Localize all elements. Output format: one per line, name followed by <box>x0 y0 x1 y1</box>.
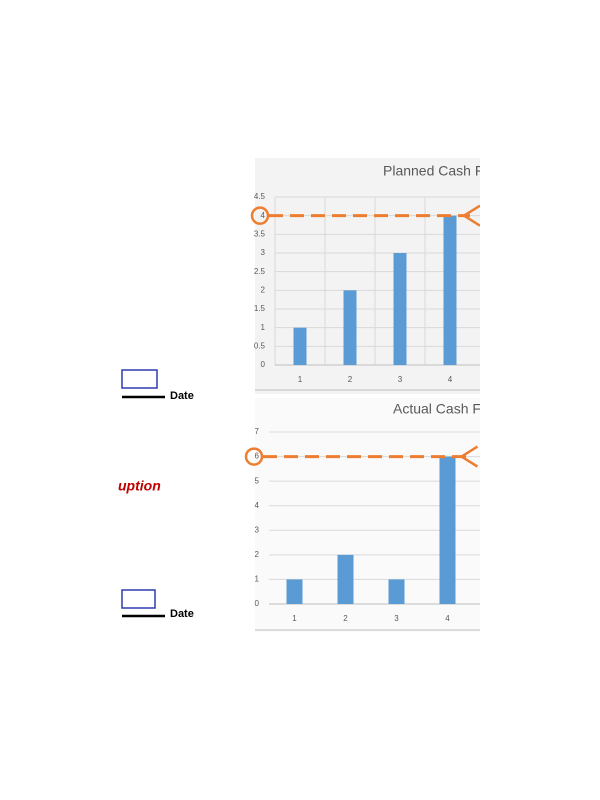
highlight-circle <box>244 447 264 466</box>
bar <box>393 253 407 365</box>
chart-title: Actual Cash Fl <box>393 401 484 417</box>
bar <box>286 579 303 604</box>
x-tick-label: 1 <box>298 375 303 384</box>
chart: Planned Cash F 0 0.5 1 1.5 2 2.5 3 3.5 4 4.5 1 2 3 4 <box>250 158 483 394</box>
y-tick-label: 0 <box>261 360 266 369</box>
y-tick-label: 1 <box>261 323 266 332</box>
bar <box>337 554 354 604</box>
red-note: uption <box>118 478 161 494</box>
charts: Planned Cash F00.511.522.533.544.51 2 3 4Ac… <box>244 158 484 632</box>
highlight-arrow <box>459 445 479 468</box>
chart: Actual Cash Fl 0 1 2 3 4 5 6 7 1 2 3 4 <box>244 398 484 632</box>
y-tick-label: 3.5 <box>254 229 266 238</box>
x-tick-label: 4 <box>448 375 453 384</box>
y-tick-label: 2 <box>255 550 260 559</box>
x-tick-label: 1 <box>292 614 297 623</box>
bar <box>343 290 357 365</box>
bar <box>443 215 457 365</box>
y-tick-label: 0 <box>255 599 260 608</box>
y-tick-label: 7 <box>255 427 260 436</box>
left-form: Date uption Date <box>118 369 194 620</box>
date-label: Date <box>170 390 194 402</box>
bar <box>388 579 405 604</box>
x-tick-label: 3 <box>398 375 403 384</box>
x-tick-label: 2 <box>343 614 348 623</box>
y-tick-label: 3 <box>255 525 260 534</box>
y-tick-label: 4 <box>255 501 260 510</box>
y-tick-label: 4.5 <box>254 192 266 201</box>
bar <box>439 456 456 604</box>
y-tick-label: 4 <box>261 211 266 220</box>
x-tick-label: 2 <box>348 375 353 384</box>
y-tick-label: 1.5 <box>254 304 266 313</box>
y-tick-label: 0.5 <box>254 341 266 350</box>
x-tick-label: 4 <box>445 614 450 623</box>
input-box <box>121 589 156 609</box>
y-tick-label: 5 <box>255 476 260 485</box>
chart-title: Planned Cash F <box>383 163 483 179</box>
y-tick-label: 6 <box>255 452 260 461</box>
x-tick-label: 3 <box>394 614 399 623</box>
y-tick-label: 2.5 <box>254 267 266 276</box>
date-label: Date <box>170 608 194 620</box>
y-tick-label: 1 <box>255 575 260 584</box>
highlight-arrow <box>461 204 480 227</box>
input-box <box>121 369 158 389</box>
highlight-circle <box>250 206 270 225</box>
bar <box>293 327 307 365</box>
y-tick-label: 3 <box>261 248 266 257</box>
y-tick-label: 2 <box>261 285 266 294</box>
